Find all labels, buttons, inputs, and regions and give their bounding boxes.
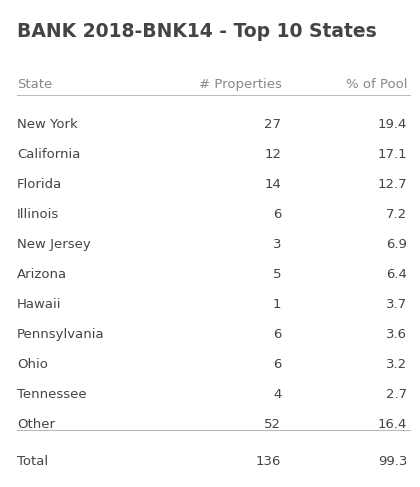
Text: 19.4: 19.4 — [378, 118, 407, 131]
Text: Other: Other — [17, 418, 55, 431]
Text: Illinois: Illinois — [17, 208, 59, 221]
Text: 6: 6 — [273, 328, 281, 341]
Text: 16.4: 16.4 — [378, 418, 407, 431]
Text: 3.2: 3.2 — [386, 358, 407, 371]
Text: 52: 52 — [265, 418, 281, 431]
Text: 136: 136 — [256, 455, 281, 468]
Text: 99.3: 99.3 — [378, 455, 407, 468]
Text: % of Pool: % of Pool — [346, 78, 407, 91]
Text: # Properties: # Properties — [199, 78, 281, 91]
Text: Ohio: Ohio — [17, 358, 48, 371]
Text: Arizona: Arizona — [17, 268, 67, 281]
Text: 14: 14 — [265, 178, 281, 191]
Text: BANK 2018-BNK14 - Top 10 States: BANK 2018-BNK14 - Top 10 States — [17, 22, 377, 41]
Text: 2.7: 2.7 — [386, 388, 407, 401]
Text: Tennessee: Tennessee — [17, 388, 87, 401]
Text: 1: 1 — [273, 298, 281, 311]
Text: 6: 6 — [273, 358, 281, 371]
Text: Hawaii: Hawaii — [17, 298, 61, 311]
Text: 6: 6 — [273, 208, 281, 221]
Text: 3.6: 3.6 — [386, 328, 407, 341]
Text: 17.1: 17.1 — [378, 148, 407, 161]
Text: Pennsylvania: Pennsylvania — [17, 328, 105, 341]
Text: 12: 12 — [265, 148, 281, 161]
Text: 4: 4 — [273, 388, 281, 401]
Text: Florida: Florida — [17, 178, 62, 191]
Text: 3.7: 3.7 — [386, 298, 407, 311]
Text: Total: Total — [17, 455, 48, 468]
Text: 7.2: 7.2 — [386, 208, 407, 221]
Text: 3: 3 — [273, 238, 281, 251]
Text: 6.4: 6.4 — [386, 268, 407, 281]
Text: 12.7: 12.7 — [378, 178, 407, 191]
Text: New Jersey: New Jersey — [17, 238, 91, 251]
Text: 5: 5 — [273, 268, 281, 281]
Text: 6.9: 6.9 — [386, 238, 407, 251]
Text: New York: New York — [17, 118, 78, 131]
Text: California: California — [17, 148, 80, 161]
Text: State: State — [17, 78, 52, 91]
Text: 27: 27 — [265, 118, 281, 131]
